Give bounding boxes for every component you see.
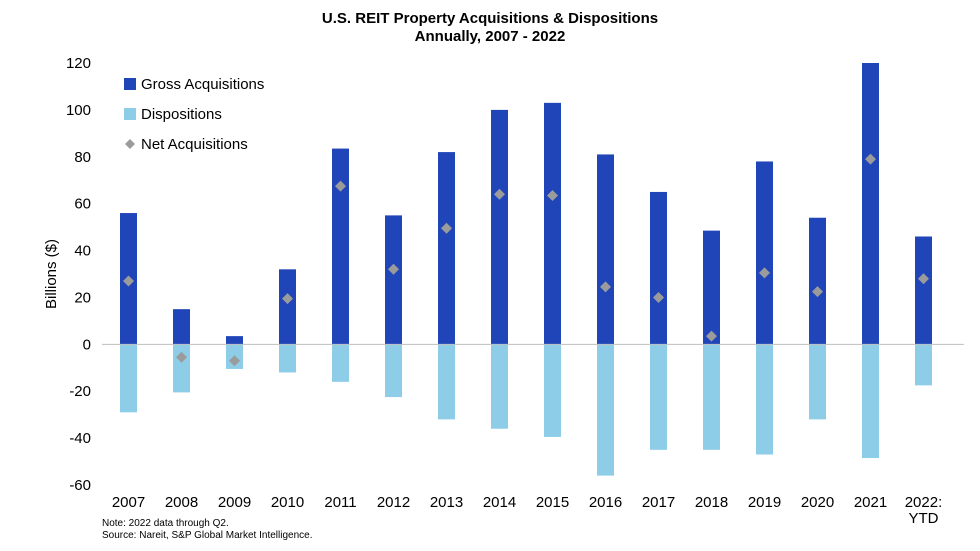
bar-gross-acquisitions <box>173 309 190 345</box>
x-tick-label: 2013 <box>430 494 463 511</box>
marker-net-acquisitions <box>176 351 187 363</box>
y-tick-label: 60 <box>74 196 91 213</box>
y-tick-label: -20 <box>69 383 91 400</box>
legend-swatch-gross-acquisitions <box>124 78 136 90</box>
bar-dispositions <box>756 344 773 455</box>
x-tick-label: 2011 <box>324 494 356 511</box>
x-tick-label: 2007 <box>112 494 145 511</box>
x-tick-label: YTD <box>909 510 939 527</box>
y-tick-label: 0 <box>83 336 91 353</box>
bar-dispositions <box>597 344 614 476</box>
x-tick-label: 2018 <box>695 494 728 511</box>
x-tick-label: 2010 <box>271 494 304 511</box>
marker-net-acquisitions <box>918 273 929 285</box>
x-tick-label: 2008 <box>165 494 198 511</box>
y-tick-label: -60 <box>69 477 91 494</box>
marker-net-acquisitions <box>123 275 134 287</box>
marker-net-acquisitions <box>865 153 876 165</box>
y-tick-label: 120 <box>66 55 91 72</box>
marker-net-acquisitions <box>547 189 558 201</box>
marker-net-acquisitions <box>335 180 346 192</box>
x-tick-label: 2022: <box>905 494 943 511</box>
legend-swatch-dispositions <box>124 108 136 120</box>
bar-dispositions <box>438 344 455 420</box>
marker-net-acquisitions <box>388 263 399 275</box>
marker-net-acquisitions <box>812 286 823 298</box>
legend-swatch-net-acquisitions <box>125 139 135 149</box>
bar-dispositions <box>703 344 720 450</box>
bar-dispositions <box>862 344 879 459</box>
bar-dispositions <box>173 344 190 393</box>
y-tick-label: 20 <box>74 289 91 306</box>
bar-gross-acquisitions <box>385 215 402 345</box>
chart-title-block: U.S. REIT Property Acquisitions & Dispos… <box>0 10 980 46</box>
bar-gross-acquisitions <box>809 217 826 345</box>
bar-gross-acquisitions <box>438 152 455 345</box>
x-tick-label: 2014 <box>483 494 516 511</box>
bar-gross-acquisitions <box>915 236 932 345</box>
y-tick-label: -40 <box>69 430 91 447</box>
marker-net-acquisitions <box>494 188 505 200</box>
note-text: Note: 2022 data through Q2. <box>102 518 229 529</box>
marker-net-acquisitions <box>229 355 240 367</box>
marker-net-acquisitions <box>706 330 717 342</box>
bar-dispositions <box>120 344 137 413</box>
x-tick-label: 2019 <box>748 494 781 511</box>
x-tick-label: 2021 <box>854 494 887 511</box>
bar-gross-acquisitions <box>597 154 614 345</box>
x-tick-label: 2016 <box>589 494 622 511</box>
marker-net-acquisitions <box>600 281 611 293</box>
x-tick-label: 2012 <box>377 494 410 511</box>
bar-gross-acquisitions <box>332 148 349 345</box>
chart-title: U.S. REIT Property Acquisitions & Dispos… <box>321 10 659 27</box>
chart-notes: Note: 2022 data through Q2. Source: Nare… <box>102 518 312 542</box>
bar-gross-acquisitions <box>862 63 879 345</box>
marker-net-acquisitions <box>441 222 452 234</box>
bar-dispositions <box>650 344 667 450</box>
bar-gross-acquisitions <box>226 336 243 345</box>
bar-dispositions <box>915 344 932 386</box>
y-tick-label: 100 <box>66 102 91 119</box>
bar-gross-acquisitions <box>544 102 561 345</box>
x-tick-label: 2017 <box>642 494 675 511</box>
bar-dispositions <box>279 344 296 373</box>
legend-label-net-acquisitions: Net Acquisitions <box>141 136 248 153</box>
y-tick-label: 80 <box>74 149 91 166</box>
chart-subtitle: Annually, 2007 - 2022 <box>414 28 566 45</box>
x-tick-label: 2015 <box>536 494 569 511</box>
bar-dispositions <box>491 344 508 429</box>
bar-gross-acquisitions <box>703 230 720 345</box>
bar-dispositions <box>809 344 826 420</box>
source-text: Source: Nareit, S&P Global Market Intell… <box>102 530 313 541</box>
y-tick-label: 40 <box>74 243 91 260</box>
legend-label-dispositions: Dispositions <box>141 106 222 123</box>
bar-gross-acquisitions <box>279 269 296 345</box>
legend-label-gross-acquisitions: Gross Acquisitions <box>141 76 264 93</box>
y-axis-label: Billions ($) <box>43 239 60 309</box>
bar-dispositions <box>544 344 561 437</box>
bar-dispositions <box>385 344 402 398</box>
marker-net-acquisitions <box>653 291 664 303</box>
x-tick-label: 2009 <box>218 494 251 511</box>
x-tick-label: 2020 <box>801 494 834 511</box>
bar-gross-acquisitions <box>650 191 667 345</box>
bar-dispositions <box>332 344 349 382</box>
bar-gross-acquisitions <box>756 161 773 345</box>
marker-net-acquisitions <box>282 293 293 305</box>
marker-net-acquisitions <box>759 267 770 279</box>
bar-gross-acquisitions <box>491 109 508 345</box>
